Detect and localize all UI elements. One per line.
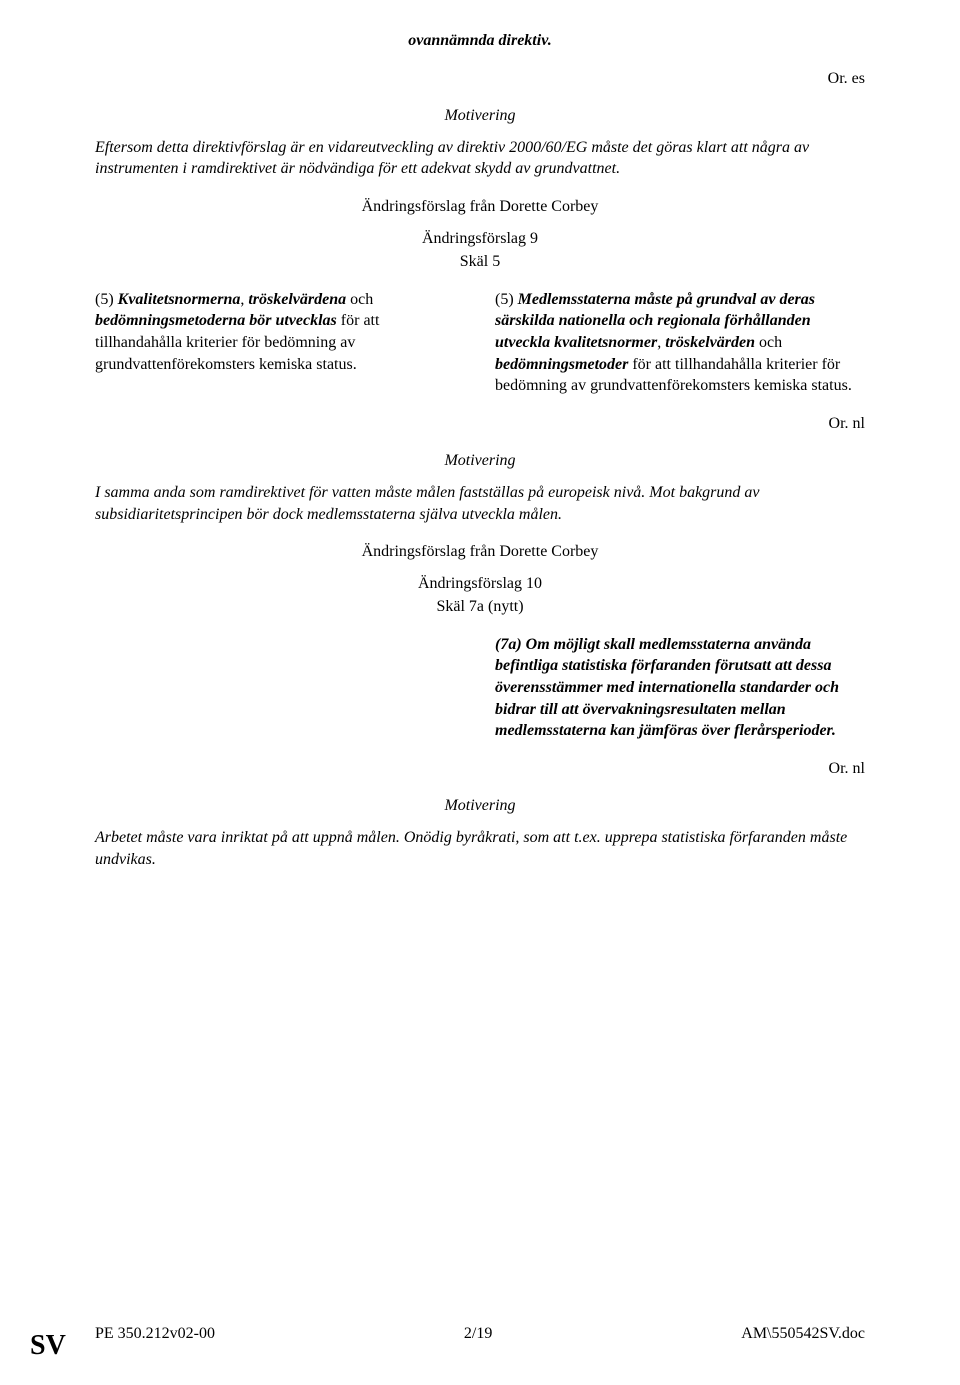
amend9-sub: Skäl 5 xyxy=(460,253,500,270)
r5f: bedömningsmetoder xyxy=(495,356,628,373)
l5e: och xyxy=(346,291,373,308)
amend9-title: Ändringsförslag 9 xyxy=(422,230,538,247)
motivering-heading-2: Motivering xyxy=(444,452,515,469)
amend10-sub: Skäl 7a (nytt) xyxy=(436,598,523,615)
amend9-right-col: (5) Medlemsstaterna måste på grundval av… xyxy=(495,289,865,397)
footer-center: 2/19 xyxy=(464,1323,492,1345)
amend10-left-col xyxy=(95,634,465,742)
footer-left: PE 350.212v02-00 xyxy=(95,1323,215,1345)
r7a: (7a) Om möjligt skall medlemsstaterna an… xyxy=(495,634,865,742)
l5b: Kvalitetsnormerna xyxy=(118,291,241,308)
sv-language-mark: SV xyxy=(30,1327,66,1365)
rationale-2: I samma anda som ramdirektivet för vatte… xyxy=(95,482,865,525)
rationale-1: Eftersom detta direktivförslag är en vid… xyxy=(95,137,865,180)
motivering-heading-3: Motivering xyxy=(444,797,515,814)
amend9-left-col: (5) Kvalitetsnormerna, tröskelvärdena oc… xyxy=(95,289,465,397)
r5e: och xyxy=(755,334,782,351)
motivering-heading-1: Motivering xyxy=(444,107,515,124)
l5a: (5) xyxy=(95,291,118,308)
r5c: , xyxy=(657,334,665,351)
from-dorette-1: Ändringsförslag från Dorette Corbey xyxy=(362,198,599,215)
from-dorette-2: Ändringsförslag från Dorette Corbey xyxy=(362,543,599,560)
l5d: tröskelvärdena xyxy=(248,291,346,308)
r5a: (5) xyxy=(495,291,518,308)
l5f: bedömningsmetoderna bör utvecklas xyxy=(95,312,337,329)
amend10-title: Ändringsförslag 10 xyxy=(418,575,542,592)
page-footer: PE 350.212v02-00 2/19 AM\550542SV.doc xyxy=(95,1323,865,1345)
amend10-right-col: (7a) Om möjligt skall medlemsstaterna an… xyxy=(495,634,865,742)
or-es: Or. es xyxy=(828,70,865,87)
top-phrase: ovannämnda direktiv. xyxy=(408,32,551,49)
footer-right: AM\550542SV.doc xyxy=(741,1323,865,1345)
or-nl-1: Or. nl xyxy=(829,415,865,432)
r5d: tröskelvärden xyxy=(665,334,755,351)
rationale-3: Arbetet måste vara inriktat på att uppnå… xyxy=(95,827,865,870)
or-nl-2: Or. nl xyxy=(829,760,865,777)
